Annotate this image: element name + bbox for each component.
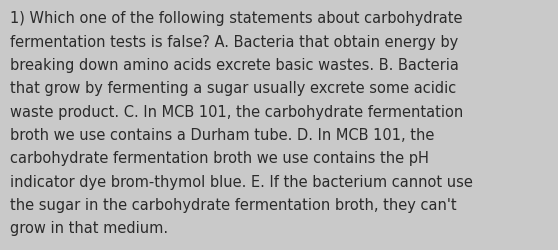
Text: broth we use contains a Durham tube. D. In MCB 101, the: broth we use contains a Durham tube. D. … [10,128,435,142]
Text: breaking down amino acids excrete basic wastes. B. Bacteria: breaking down amino acids excrete basic … [10,58,459,73]
Text: 1) Which one of the following statements about carbohydrate: 1) Which one of the following statements… [10,11,463,26]
Text: indicator dye brom-thymol blue. E. If the bacterium cannot use: indicator dye brom-thymol blue. E. If th… [10,174,473,189]
Text: grow in that medium.: grow in that medium. [10,220,168,236]
Text: fermentation tests is false? A. Bacteria that obtain energy by: fermentation tests is false? A. Bacteria… [10,34,458,50]
Text: that grow by fermenting a sugar usually excrete some acidic: that grow by fermenting a sugar usually … [10,81,456,96]
Text: waste product. C. In MCB 101, the carbohydrate fermentation: waste product. C. In MCB 101, the carboh… [10,104,463,119]
Text: carbohydrate fermentation broth we use contains the pH: carbohydrate fermentation broth we use c… [10,151,429,166]
Text: the sugar in the carbohydrate fermentation broth, they can't: the sugar in the carbohydrate fermentati… [10,197,456,212]
